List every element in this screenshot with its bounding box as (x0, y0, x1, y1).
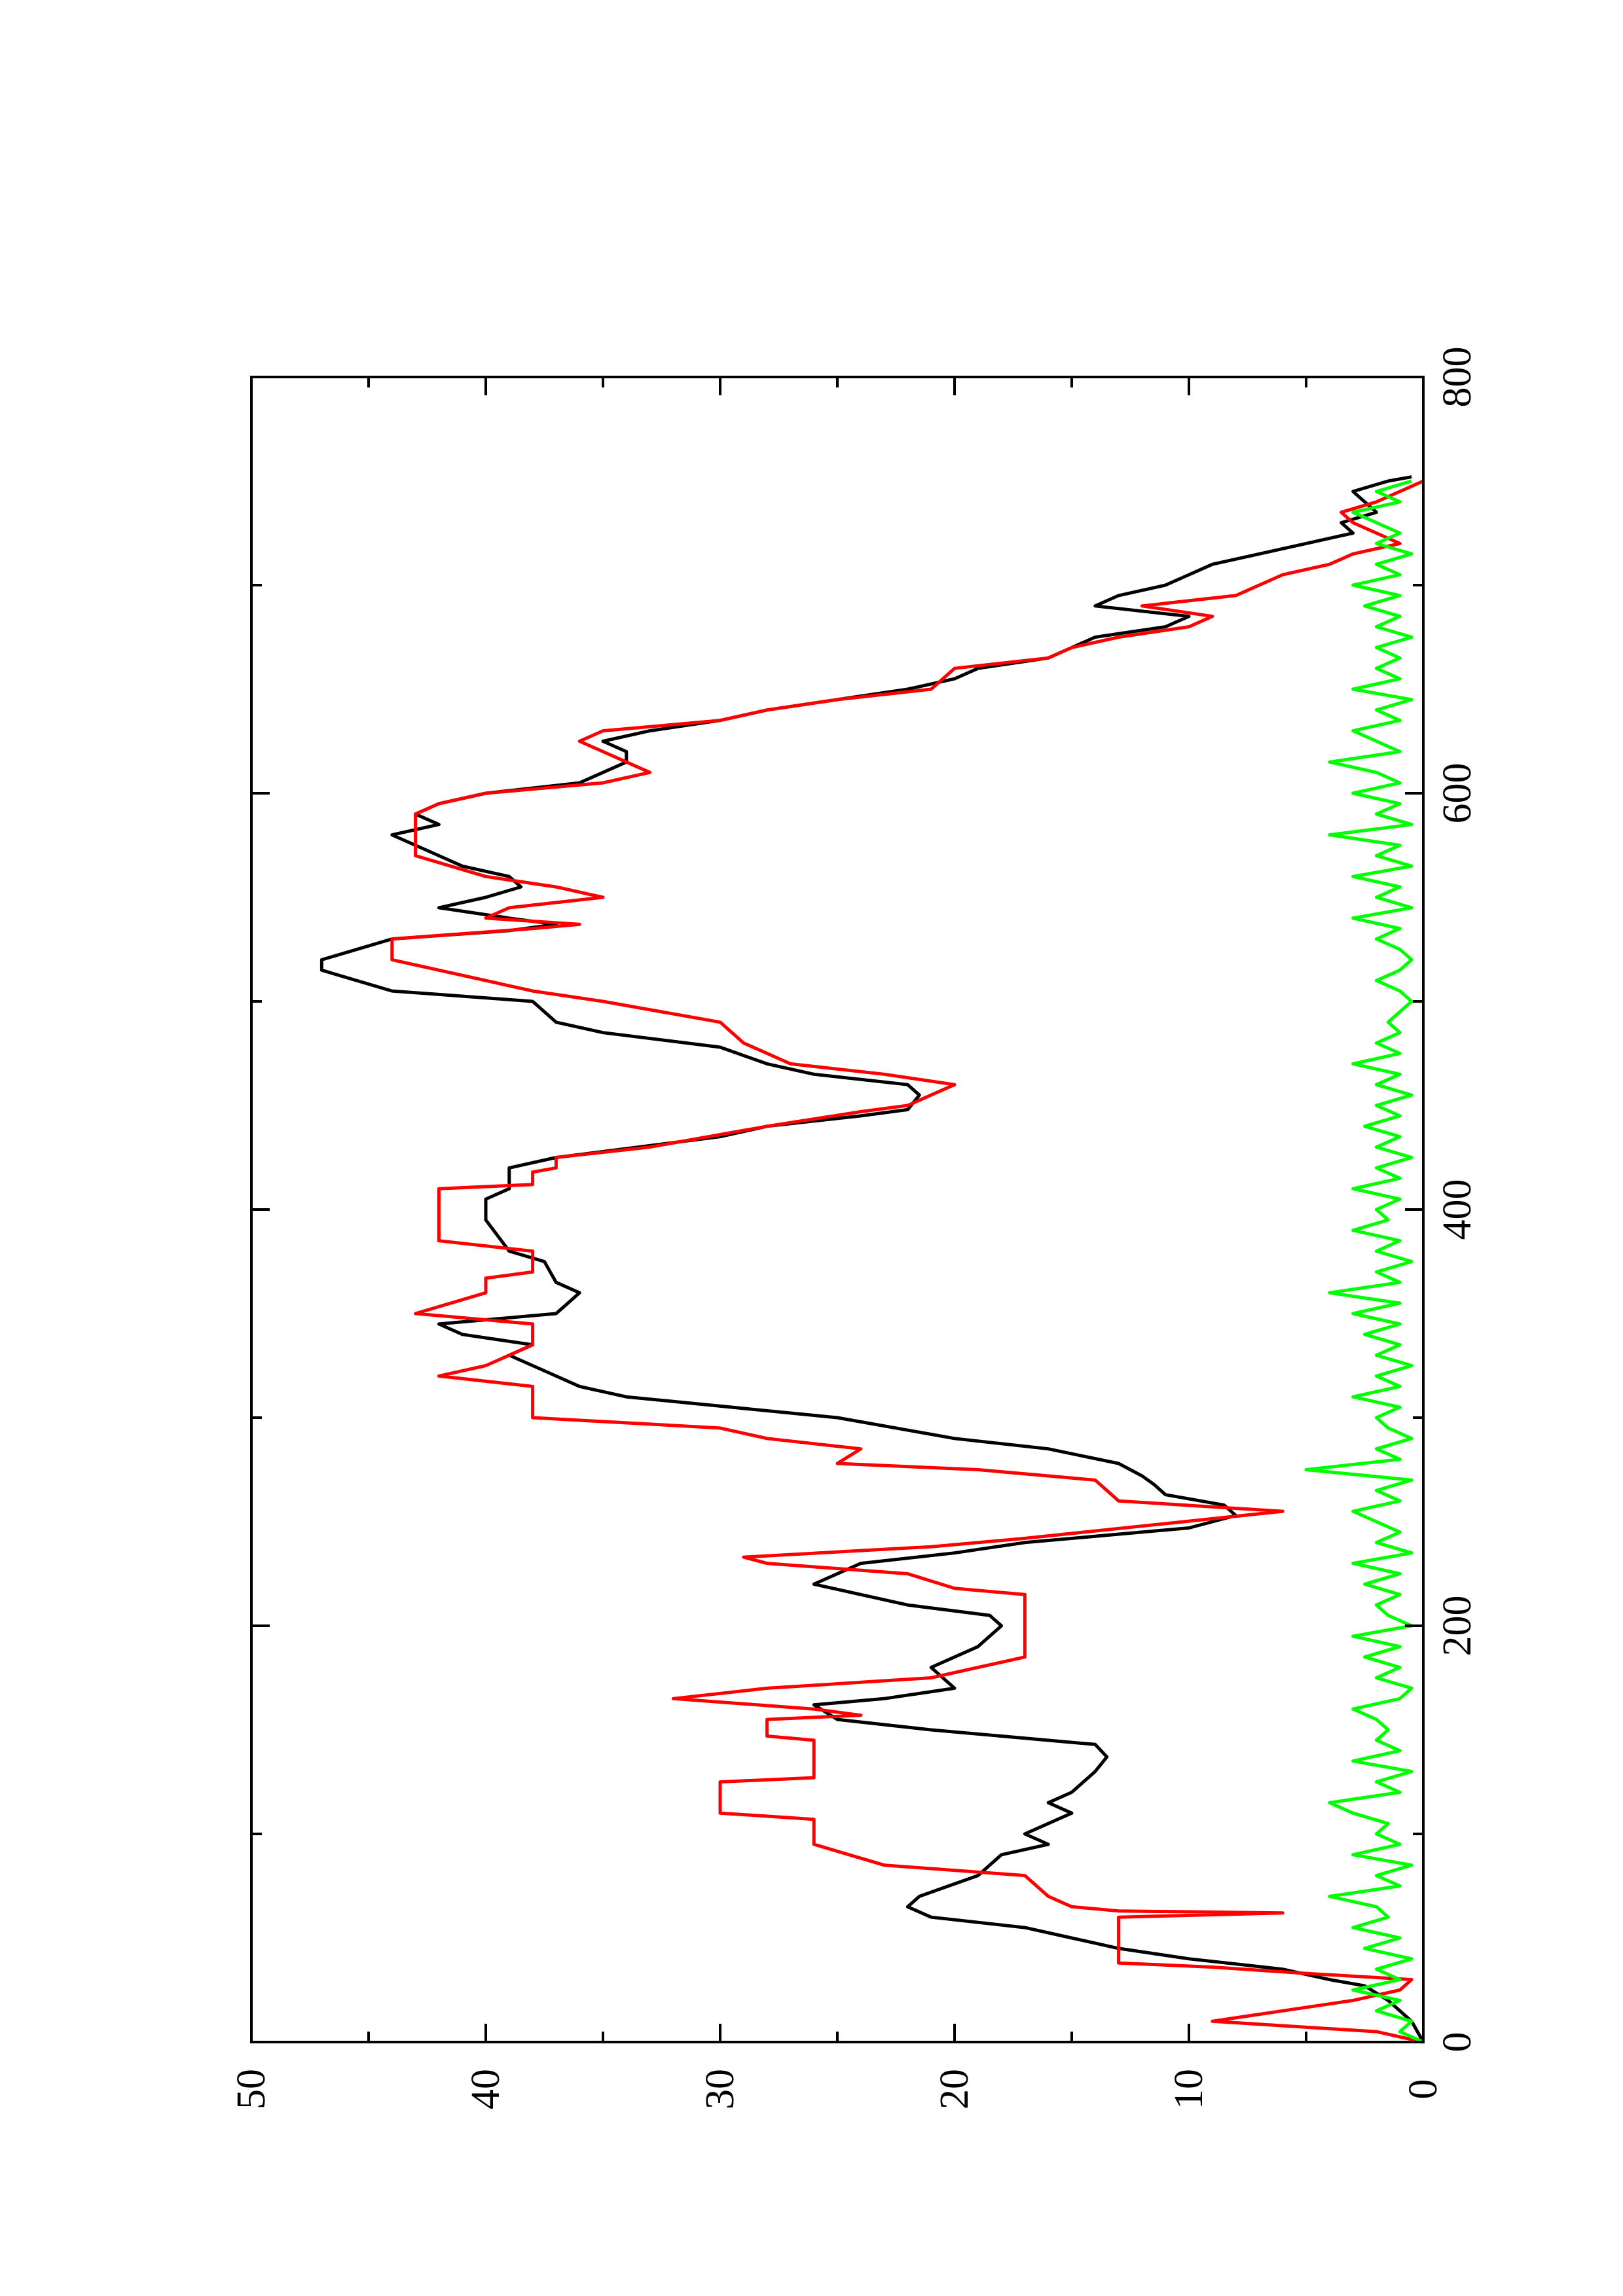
series-line-1 (319, 475, 1425, 2043)
x-tick-label: 800 (1435, 347, 1480, 408)
series-line-2 (390, 479, 1425, 2044)
tick-label-layer: 0 200 400 600 800 0 10 20 30 40 50 (229, 347, 1480, 2110)
y-tick-label: 30 (698, 2069, 742, 2109)
plot-frame (250, 376, 1425, 2043)
y-tick-label: 20 (932, 2069, 977, 2109)
x-tick-label: 0 (1435, 2032, 1480, 2053)
series-line-3 (1304, 479, 1425, 2044)
y-tick-label: 0 (1401, 2079, 1446, 2100)
series-layer (319, 475, 1425, 2044)
y-tick-label: 50 (229, 2069, 274, 2109)
x-tick-label: 600 (1435, 763, 1480, 824)
y-tick-label: 40 (464, 2069, 508, 2109)
x-tick-label: 200 (1435, 1596, 1480, 1657)
x-tick-label: 400 (1435, 1179, 1480, 1240)
y-tick-label: 10 (1167, 2069, 1211, 2109)
tick-layer (250, 376, 1425, 2043)
